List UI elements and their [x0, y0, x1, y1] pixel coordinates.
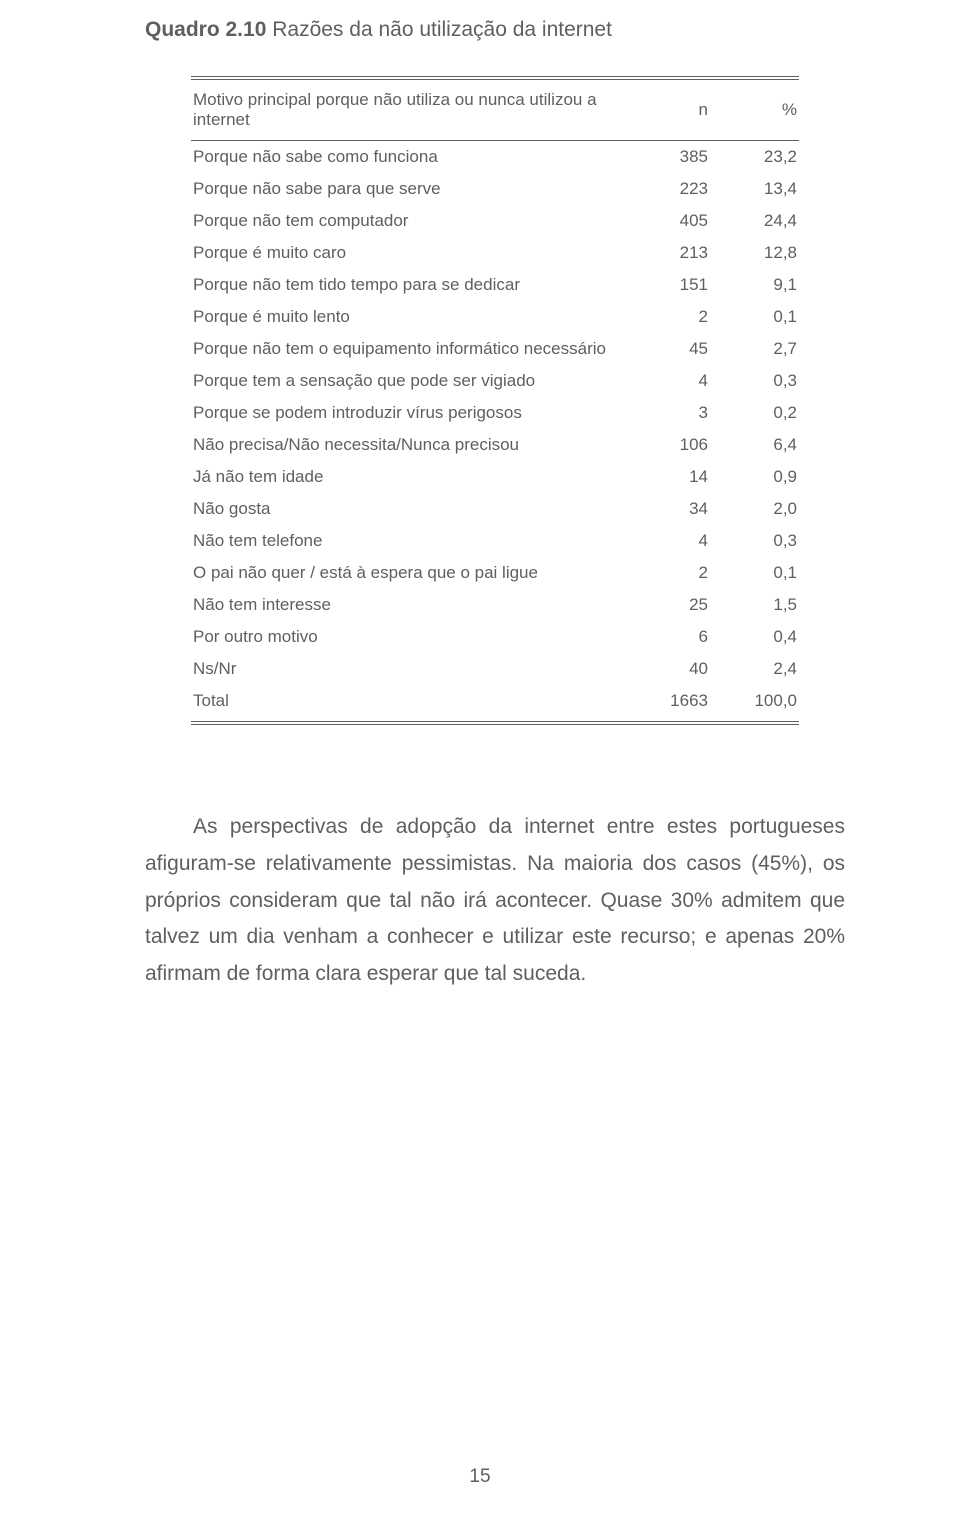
header-pct: %: [710, 78, 799, 141]
table-row: Porque tem a sensação que pode ser vigia…: [191, 365, 799, 397]
table-container: Motivo principal porque não utiliza ou n…: [191, 76, 799, 725]
paragraph-text: As perspectivas de adopção da internet e…: [145, 809, 845, 993]
row-n: 106: [636, 429, 710, 461]
row-pct: 12,8: [710, 237, 799, 269]
row-label: Não tem telefone: [191, 525, 636, 557]
row-label: Não tem interesse: [191, 589, 636, 621]
row-label: Não gosta: [191, 493, 636, 525]
row-n: 2: [636, 301, 710, 333]
row-pct: 0,1: [710, 301, 799, 333]
row-n: 14: [636, 461, 710, 493]
row-label: Porque não tem o equipamento informático…: [191, 333, 636, 365]
row-n: 4: [636, 365, 710, 397]
row-n: 25: [636, 589, 710, 621]
row-pct: 2,0: [710, 493, 799, 525]
row-pct: 9,1: [710, 269, 799, 301]
caption-rest: Razões da não utilização da internet: [266, 18, 612, 41]
row-pct: 1,5: [710, 589, 799, 621]
header-label: Motivo principal porque não utiliza ou n…: [191, 78, 636, 141]
row-label: Total: [191, 685, 636, 723]
row-label: Porque se podem introduzir vírus perigos…: [191, 397, 636, 429]
row-pct: 23,2: [710, 141, 799, 174]
table-row-total: Total 1663 100,0: [191, 685, 799, 723]
row-pct: 0,4: [710, 621, 799, 653]
row-pct: 24,4: [710, 205, 799, 237]
row-pct: 2,4: [710, 653, 799, 685]
row-pct: 13,4: [710, 173, 799, 205]
row-n: 45: [636, 333, 710, 365]
page-number: 15: [0, 1466, 960, 1488]
row-n: 34: [636, 493, 710, 525]
row-n: 405: [636, 205, 710, 237]
table-row: Porque não sabe como funciona 385 23,2: [191, 141, 799, 174]
table-row: Porque se podem introduzir vírus perigos…: [191, 397, 799, 429]
row-pct: 100,0: [710, 685, 799, 723]
row-n: 2: [636, 557, 710, 589]
table-row: Não tem telefone 4 0,3: [191, 525, 799, 557]
row-label: O pai não quer / está à espera que o pai…: [191, 557, 636, 589]
row-label: Ns/Nr: [191, 653, 636, 685]
row-label: Porque não tem tido tempo para se dedica…: [191, 269, 636, 301]
row-label: Porque tem a sensação que pode ser vigia…: [191, 365, 636, 397]
row-n: 3: [636, 397, 710, 429]
row-label: Já não tem idade: [191, 461, 636, 493]
row-pct: 0,9: [710, 461, 799, 493]
table-row: Porque é muito lento 2 0,1: [191, 301, 799, 333]
row-n: 6: [636, 621, 710, 653]
table-row: Porque é muito caro 213 12,8: [191, 237, 799, 269]
row-n: 40: [636, 653, 710, 685]
row-label: Por outro motivo: [191, 621, 636, 653]
body-paragraph: As perspectivas de adopção da internet e…: [145, 809, 845, 993]
table-row: Não precisa/Não necessita/Nunca precisou…: [191, 429, 799, 461]
table-row: Por outro motivo 6 0,4: [191, 621, 799, 653]
row-n: 223: [636, 173, 710, 205]
row-label: Porque é muito lento: [191, 301, 636, 333]
table-row: Ns/Nr 40 2,4: [191, 653, 799, 685]
row-label: Porque não sabe para que serve: [191, 173, 636, 205]
row-n: 213: [636, 237, 710, 269]
table-header-row: Motivo principal porque não utiliza ou n…: [191, 78, 799, 141]
row-n: 1663: [636, 685, 710, 723]
row-n: 4: [636, 525, 710, 557]
row-label: Não precisa/Não necessita/Nunca precisou: [191, 429, 636, 461]
row-pct: 0,2: [710, 397, 799, 429]
table-row: Porque não tem o equipamento informático…: [191, 333, 799, 365]
row-pct: 0,3: [710, 525, 799, 557]
row-pct: 0,3: [710, 365, 799, 397]
table-row: Porque não tem computador 405 24,4: [191, 205, 799, 237]
row-pct: 2,7: [710, 333, 799, 365]
row-n: 151: [636, 269, 710, 301]
row-n: 385: [636, 141, 710, 174]
row-label: Porque é muito caro: [191, 237, 636, 269]
table-row: Já não tem idade 14 0,9: [191, 461, 799, 493]
table-body: Porque não sabe como funciona 385 23,2 P…: [191, 141, 799, 724]
page: Quadro 2.10 Razões da não utilização da …: [0, 0, 960, 1518]
row-pct: 0,1: [710, 557, 799, 589]
row-pct: 6,4: [710, 429, 799, 461]
table-row: Porque não tem tido tempo para se dedica…: [191, 269, 799, 301]
row-label: Porque não tem computador: [191, 205, 636, 237]
table-row: Porque não sabe para que serve 223 13,4: [191, 173, 799, 205]
caption-prefix: Quadro 2.10: [145, 18, 266, 41]
reasons-table: Motivo principal porque não utiliza ou n…: [191, 76, 799, 725]
table-caption: Quadro 2.10 Razões da não utilização da …: [145, 18, 845, 42]
row-label: Porque não sabe como funciona: [191, 141, 636, 174]
table-row: O pai não quer / está à espera que o pai…: [191, 557, 799, 589]
header-n: n: [636, 78, 710, 141]
table-row: Não tem interesse 25 1,5: [191, 589, 799, 621]
table-row: Não gosta 34 2,0: [191, 493, 799, 525]
